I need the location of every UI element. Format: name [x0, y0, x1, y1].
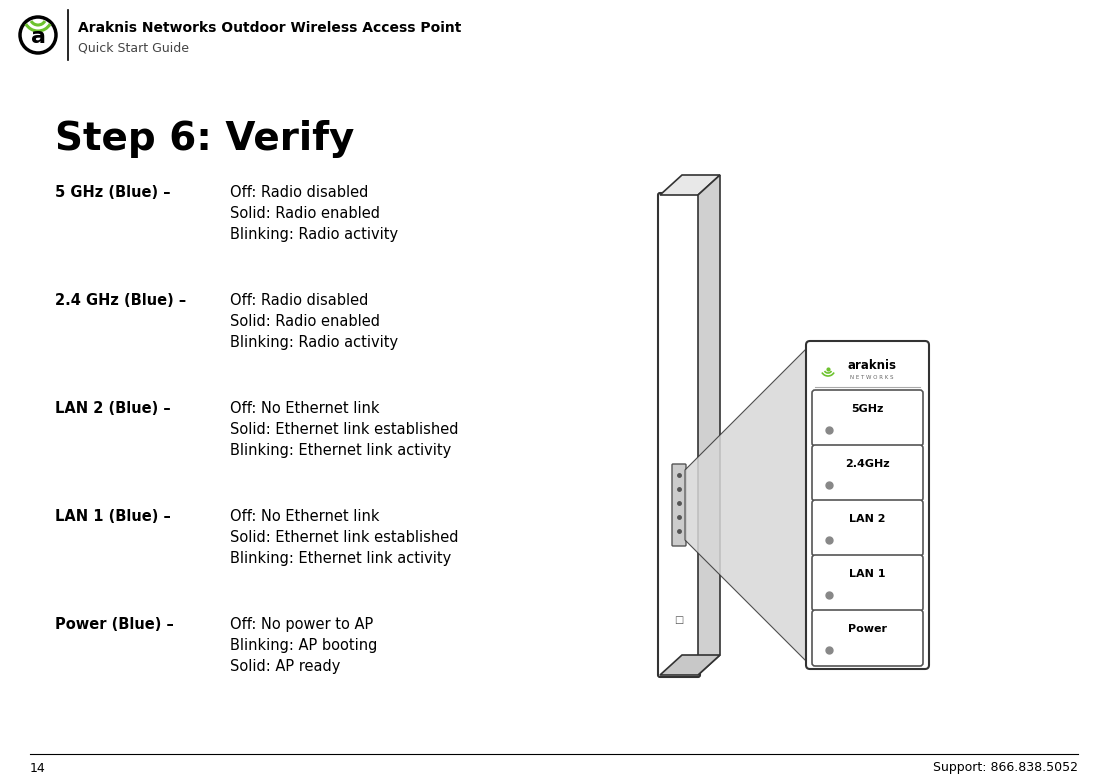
- Text: Solid: Ethernet link established: Solid: Ethernet link established: [230, 530, 459, 545]
- Text: 2.4 GHz (Blue) –: 2.4 GHz (Blue) –: [55, 293, 186, 308]
- Polygon shape: [660, 175, 720, 195]
- Text: N E T W O R K S: N E T W O R K S: [850, 375, 893, 379]
- FancyBboxPatch shape: [806, 341, 929, 669]
- Text: LAN 2: LAN 2: [849, 514, 885, 524]
- Text: Power: Power: [848, 624, 888, 634]
- Text: Solid: Radio enabled: Solid: Radio enabled: [230, 314, 380, 329]
- FancyBboxPatch shape: [812, 500, 923, 556]
- Polygon shape: [698, 175, 720, 675]
- Text: Solid: AP ready: Solid: AP ready: [230, 659, 340, 674]
- Polygon shape: [660, 655, 720, 675]
- Text: a: a: [31, 27, 45, 47]
- FancyBboxPatch shape: [671, 464, 686, 546]
- Text: Blinking: AP booting: Blinking: AP booting: [230, 638, 378, 653]
- Text: Solid: Radio enabled: Solid: Radio enabled: [230, 206, 380, 221]
- Text: Step 6: Verify: Step 6: Verify: [55, 120, 355, 158]
- Text: 5 GHz (Blue) –: 5 GHz (Blue) –: [55, 185, 171, 200]
- Text: LAN 2 (Blue) –: LAN 2 (Blue) –: [55, 401, 171, 416]
- FancyBboxPatch shape: [812, 445, 923, 501]
- Text: Blinking: Radio activity: Blinking: Radio activity: [230, 335, 398, 350]
- Text: Blinking: Radio activity: Blinking: Radio activity: [230, 227, 398, 242]
- Text: Power (Blue) –: Power (Blue) –: [55, 617, 174, 632]
- Text: □: □: [675, 615, 684, 625]
- Text: araknis: araknis: [847, 358, 896, 372]
- Text: 2.4GHz: 2.4GHz: [845, 459, 890, 469]
- FancyBboxPatch shape: [658, 193, 700, 677]
- Text: 5GHz: 5GHz: [851, 404, 884, 414]
- FancyBboxPatch shape: [812, 390, 923, 446]
- Text: Quick Start Guide: Quick Start Guide: [78, 42, 189, 55]
- Text: LAN 1: LAN 1: [849, 569, 885, 579]
- Text: Blinking: Ethernet link activity: Blinking: Ethernet link activity: [230, 551, 451, 566]
- Text: Support: 866.838.5052: Support: 866.838.5052: [933, 761, 1078, 775]
- Text: Off: Radio disabled: Off: Radio disabled: [230, 293, 368, 308]
- Text: Araknis Networks Outdoor Wireless Access Point: Araknis Networks Outdoor Wireless Access…: [78, 21, 461, 35]
- Text: Off: No power to AP: Off: No power to AP: [230, 617, 373, 632]
- FancyBboxPatch shape: [812, 555, 923, 611]
- Text: Off: Radio disabled: Off: Radio disabled: [230, 185, 368, 200]
- Text: 14: 14: [30, 761, 45, 775]
- Polygon shape: [685, 345, 810, 665]
- FancyBboxPatch shape: [812, 610, 923, 666]
- Text: Blinking: Ethernet link activity: Blinking: Ethernet link activity: [230, 443, 451, 458]
- Text: Solid: Ethernet link established: Solid: Ethernet link established: [230, 422, 459, 437]
- Text: LAN 1 (Blue) –: LAN 1 (Blue) –: [55, 509, 171, 524]
- Text: Off: No Ethernet link: Off: No Ethernet link: [230, 509, 380, 524]
- Text: Off: No Ethernet link: Off: No Ethernet link: [230, 401, 380, 416]
